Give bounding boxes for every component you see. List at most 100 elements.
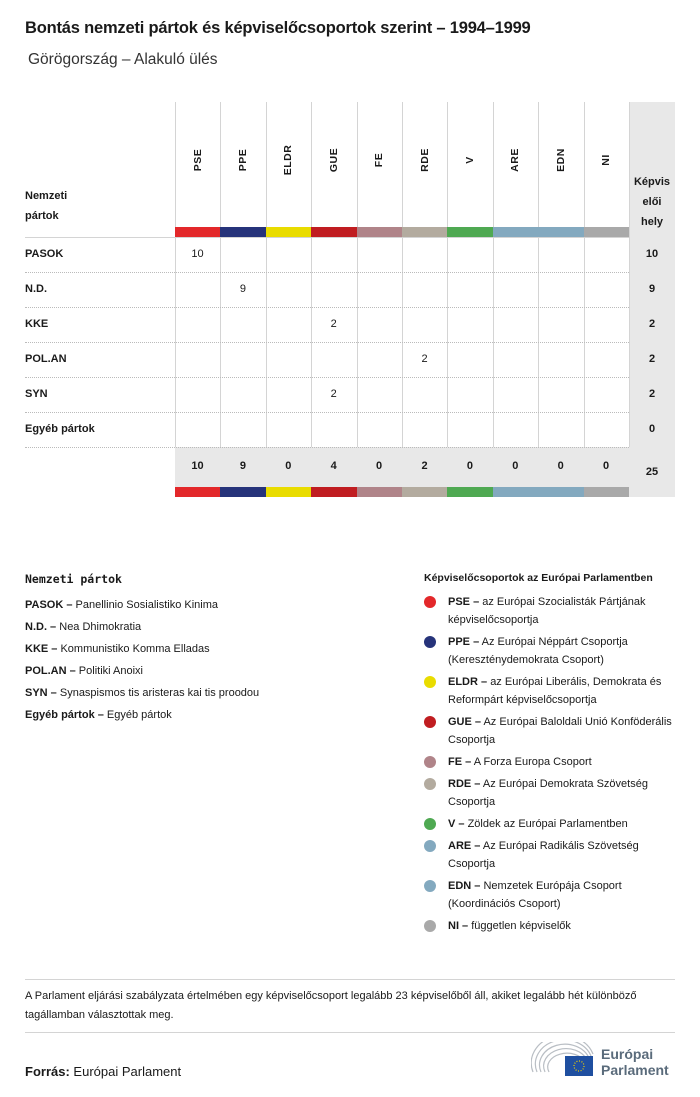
row-header: Nemzeti pártok <box>25 186 67 226</box>
group-total: 0 <box>285 460 292 472</box>
party-name: KKE <box>25 318 49 330</box>
group-color-bar <box>538 487 584 497</box>
group-legend-item: RDE – Az Európai Demokrata Szövetség Cso… <box>424 775 684 811</box>
party-name: PASOK <box>25 248 64 260</box>
color-dot-icon <box>424 676 436 688</box>
color-dot-icon <box>424 756 436 768</box>
legend-code: ELDR – <box>448 676 488 688</box>
seat-count: 2 <box>330 388 337 400</box>
group-legend-item: V – Zöldek az Európai Parlamentben <box>424 815 684 833</box>
national-legend-item: PASOK – Panellinio Sosialistiko Kinima <box>25 594 405 616</box>
total-row-bg <box>175 447 629 487</box>
seat-count: 10 <box>191 248 204 260</box>
group-color-bar <box>356 487 402 497</box>
column-divider <box>311 102 312 447</box>
column-divider <box>175 102 176 447</box>
color-dot-icon <box>424 778 436 790</box>
column-divider <box>402 102 403 447</box>
party-total: 9 <box>648 283 656 295</box>
legend-name: Nemzetek Európája Csoport (Koordinációs … <box>448 880 622 910</box>
legend-code: N.D. – <box>25 621 57 633</box>
group-code: NI <box>600 154 613 166</box>
color-dot-icon <box>424 920 436 932</box>
group-code: GUE <box>327 147 340 173</box>
group-code: RDE <box>418 148 431 172</box>
group-header-fe: FE <box>357 102 402 227</box>
legend-name: az Európai Liberális, Demokrata és Refor… <box>448 676 662 706</box>
group-legend: Képviselőcsoportok az Európai Parlamentb… <box>424 572 684 939</box>
seat-count: 2 <box>330 318 337 330</box>
group-total: 0 <box>603 460 610 472</box>
party-total: 2 <box>648 388 656 400</box>
total-header-line: Képvis <box>633 176 671 188</box>
group-total: 0 <box>557 460 564 472</box>
total-header-line: elői <box>642 196 662 208</box>
group-color-bar <box>220 227 266 237</box>
national-legend-item: SYN – Synaspismos tis aristeras kai tis … <box>25 682 405 704</box>
color-dot-icon <box>424 636 436 648</box>
group-legend-item: FE – A Forza Europa Csoport <box>424 753 684 771</box>
color-dot-icon <box>424 880 436 892</box>
total-header: Képvis elői hely <box>629 172 675 232</box>
legend-title: Nemzeti pártok <box>25 572 122 586</box>
group-color-bar <box>402 487 448 497</box>
group-header-are: ARE <box>493 102 538 227</box>
group-legend-item: PSE – az Európai Szocialisták Pártjának … <box>424 593 684 629</box>
group-legend-item: GUE – Az Európai Baloldali Unió Konföder… <box>424 713 684 749</box>
legend-code: RDE – <box>448 778 481 790</box>
divider <box>25 979 675 980</box>
group-legend-item: ELDR – az Európai Liberális, Demokrata é… <box>424 673 684 709</box>
row-divider <box>25 447 629 448</box>
total-header-line: hely <box>640 216 663 228</box>
group-header-eldr: ELDR <box>266 102 311 227</box>
party-total: 10 <box>645 248 659 260</box>
row-divider <box>25 237 629 238</box>
party-total: 0 <box>648 423 656 435</box>
group-code: ELDR <box>282 144 295 176</box>
legend-code: PPE – <box>448 636 480 648</box>
column-divider <box>493 102 494 447</box>
column-divider <box>357 102 358 447</box>
legend-code: Egyéb pártok – <box>25 709 104 721</box>
logo-text: Európai <box>601 1046 654 1062</box>
group-color-bar <box>583 487 629 497</box>
group-color-bar <box>538 227 584 237</box>
legend-name: Politiki Anoixi <box>78 665 143 677</box>
source: Forrás: Európai Parlament <box>25 1064 181 1079</box>
group-code: PPE <box>236 148 249 172</box>
group-color-bar <box>265 487 312 497</box>
hemicycle-icon <box>530 1034 594 1076</box>
group-color-bar <box>492 227 539 237</box>
legend-code: FE – <box>448 756 472 768</box>
row-header-line: pártok <box>25 210 59 222</box>
legend-code: SYN – <box>25 687 57 699</box>
legend-name: Synaspismos tis aristeras kai tis proodo… <box>59 687 260 699</box>
seat-table: Nemzeti pártok Képvis elői hely PSE 10 PPE… <box>0 0 700 520</box>
legend-name: Az Európai Néppárt Csoportja (Keresztény… <box>448 636 628 666</box>
legend-code: NI – <box>448 920 469 932</box>
legend-code: ARE – <box>448 840 481 852</box>
group-color-bar <box>311 227 357 237</box>
group-color-bar <box>220 487 266 497</box>
group-code: ARE <box>509 148 522 172</box>
page-subtitle: Görögország – Alakuló ülés <box>28 51 218 68</box>
color-dot-icon <box>424 840 436 852</box>
national-legend-item: POL.AN – Politiki Anoixi <box>25 660 405 682</box>
group-color-bar <box>175 487 221 497</box>
legend-code: V – <box>448 818 465 830</box>
group-header-rde: RDE <box>402 102 447 227</box>
group-legend-item: PPE – Az Európai Néppárt Csoportja (Kere… <box>424 633 684 669</box>
party-total: 2 <box>648 318 656 330</box>
group-total: 4 <box>330 460 337 472</box>
group-legend-item: EDN – Nemzetek Európája Csoport (Koordin… <box>424 877 684 913</box>
seat-count: 2 <box>421 353 428 365</box>
party-name: POL.AN <box>25 353 67 365</box>
party-total: 2 <box>648 353 656 365</box>
group-code: PSE <box>191 148 204 172</box>
group-color-bar <box>175 227 221 237</box>
party-name: N.D. <box>25 283 47 295</box>
color-dot-icon <box>424 596 436 608</box>
legend-name: Zöldek az Európai Parlamentben <box>467 818 628 830</box>
group-color-bar <box>583 227 629 237</box>
legend-name: Az Európai Baloldali Unió Konföderális C… <box>448 716 672 746</box>
